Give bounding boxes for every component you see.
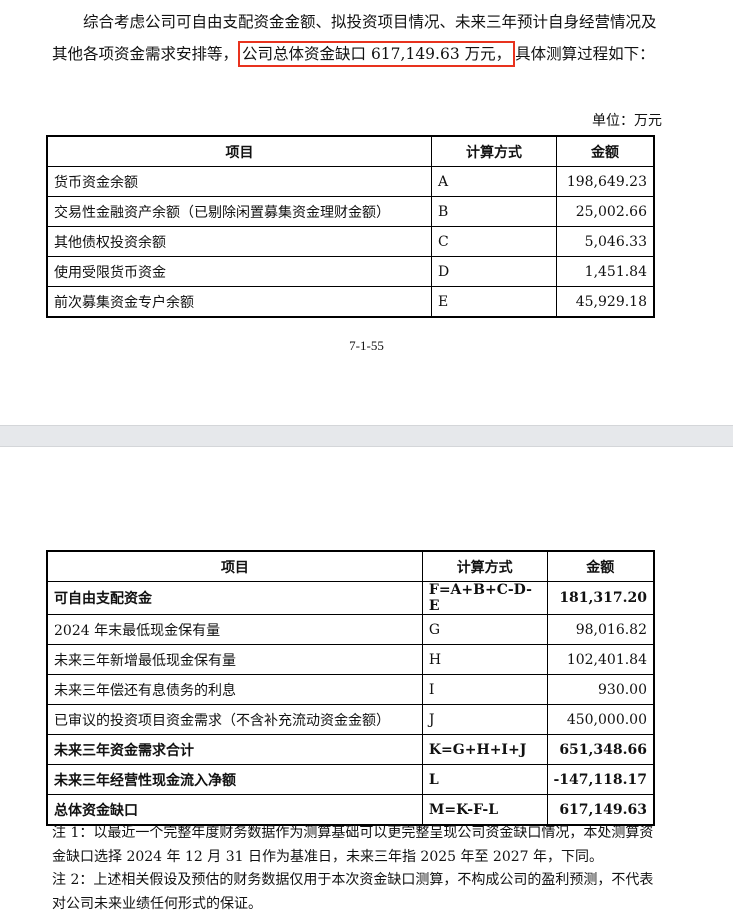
cell-item: 未来三年新增最低现金保有量 (46, 644, 423, 675)
page-number: 7-1-55 (349, 338, 384, 353)
cell-item: 交易性金融资产余额（已剔除闲置募集资金理财金额） (46, 196, 432, 227)
table-row: 货币资金余额 A 198,649.23 (46, 166, 655, 197)
table-row: 可自由支配资金 F=A+B+C-D-E 181,317.20 (46, 581, 655, 615)
unit-label: 单位：万元 (592, 113, 662, 129)
cell-amount: 198,649.23 (556, 166, 655, 197)
cell-amount: 617,149.63 (546, 794, 655, 826)
table-row: 未来三年经营性现金流入净额 L -147,118.17 (46, 764, 655, 795)
cell-amount: 930.00 (546, 674, 655, 705)
cell-amount: 25,002.66 (556, 196, 655, 227)
cell-item: 前次募集资金专户余额 (46, 286, 432, 318)
table-row: 使用受限货币资金 D 1,451.84 (46, 256, 655, 287)
header-method: 计算方式 (431, 135, 557, 167)
note-2: 注 2：上述相关假设及预估的财务数据仅用于本次资金缺口测算，不构成公司的盈利预测… (52, 872, 654, 912)
intro-text: 综合考虑公司可自由支配资金金额、拟投资项目情况、未来三年预计自身经营情况及其他各… (52, 13, 657, 63)
note-1: 注 1：以最近一个完整年度财务数据作为测算基础可以更完整呈现公司资金缺口情况，本… (52, 825, 654, 865)
cell-item: 2024 年末最低现金保有量 (46, 614, 423, 645)
cell-amount: 98,016.82 (546, 614, 655, 645)
header-item: 项目 (46, 135, 432, 167)
cell-method: E (431, 286, 557, 318)
cell-amount: -147,118.17 (546, 764, 655, 795)
cell-method: L (421, 764, 548, 795)
table-row: 已审议的投资项目资金需求（不含补充流动资金金额） J 450,000.00 (46, 704, 655, 735)
cell-method: H (421, 644, 548, 675)
notes: 注 1：以最近一个完整年度财务数据作为测算基础可以更完整呈现公司资金缺口情况，本… (52, 822, 664, 916)
page-separator (0, 425, 733, 447)
table-funding-gap: 项目 计算方式 金额 可自由支配资金 F=A+B+C-D-E 181,317.20 2… (46, 550, 655, 826)
header-amount: 金额 (556, 135, 655, 167)
table-row: 其他债权投资余额 C 5,046.33 (46, 226, 655, 257)
table-cash-items: 项目 计算方式 金额 货币资金余额 A 198,649.23 交易性金融资产余额（已剔… (46, 135, 655, 318)
table-row: 总体资金缺口 M=K-F-L 617,149.63 (46, 794, 655, 826)
cell-method: F=A+B+C-D-E (421, 581, 548, 615)
cell-method: B (431, 196, 557, 227)
cell-item: 货币资金余额 (46, 166, 432, 197)
cell-amount: 102,401.84 (546, 644, 655, 675)
table-row: 未来三年偿还有息债务的利息 I 930.00 (46, 674, 655, 705)
cell-item: 未来三年资金需求合计 (46, 734, 423, 765)
cell-method: G (421, 614, 548, 645)
cell-item: 使用受限货币资金 (46, 256, 432, 287)
cell-amount: 1,451.84 (556, 256, 655, 287)
header-item: 项目 (46, 550, 423, 582)
cell-item: 已审议的投资项目资金需求（不含补充流动资金金额） (46, 704, 423, 735)
intro-paragraph: 综合考虑公司可自由支配资金金额、拟投资项目情况、未来三年预计自身经营情况及其他各… (52, 6, 664, 70)
cell-method: J (421, 704, 548, 735)
header-method: 计算方式 (421, 550, 548, 582)
intro-text-end: 具体测算过程如下： (515, 45, 655, 63)
table-row: 未来三年资金需求合计 K=G+H+I+J 651,348.66 (46, 734, 655, 765)
table-row: 前次募集资金专户余额 E 45,929.18 (46, 286, 655, 318)
cell-amount: 45,929.18 (556, 286, 655, 318)
highlighted-total-gap: 公司总体资金缺口 617,149.63 万元， (238, 41, 516, 67)
cell-amount: 5,046.33 (556, 226, 655, 257)
cell-item: 未来三年经营性现金流入净额 (46, 764, 423, 795)
table-row: 2024 年末最低现金保有量 G 98,016.82 (46, 614, 655, 645)
cell-item: 其他债权投资余额 (46, 226, 432, 257)
header-amount: 金额 (546, 550, 655, 582)
cell-method: A (431, 166, 557, 197)
cell-method: D (431, 256, 557, 287)
cell-amount: 181,317.20 (546, 581, 655, 615)
cell-item: 未来三年偿还有息债务的利息 (46, 674, 423, 705)
cell-amount: 651,348.66 (546, 734, 655, 765)
cell-method: I (421, 674, 548, 705)
table-row: 交易性金融资产余额（已剔除闲置募集资金理财金额） B 25,002.66 (46, 196, 655, 227)
cell-item: 可自由支配资金 (46, 581, 423, 615)
table-row: 未来三年新增最低现金保有量 H 102,401.84 (46, 644, 655, 675)
cell-method: C (431, 226, 557, 257)
cell-method: K=G+H+I+J (421, 734, 548, 765)
cell-method: M=K-F-L (421, 794, 548, 826)
cell-item: 总体资金缺口 (46, 794, 423, 826)
cell-amount: 450,000.00 (546, 704, 655, 735)
